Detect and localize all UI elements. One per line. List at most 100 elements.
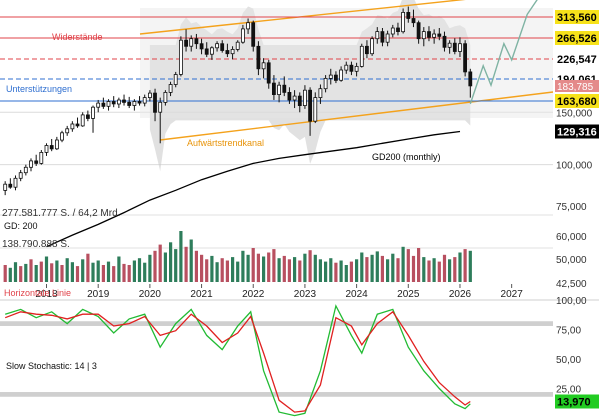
- channel-label: Aufwärtstrendkanal: [187, 138, 264, 148]
- candle-body: [147, 92, 152, 98]
- volume-bar: [86, 253, 90, 283]
- candle-body: [204, 48, 209, 55]
- volume-bar: [355, 259, 359, 282]
- volume-bar: [50, 263, 54, 282]
- candle-body: [370, 38, 375, 55]
- volume-bar: [96, 260, 100, 282]
- volume-bar: [112, 266, 116, 282]
- candle-body: [235, 41, 240, 50]
- volume-bar: [463, 249, 467, 282]
- x-tick-label: 2024: [345, 289, 368, 300]
- overbought-band: [0, 321, 553, 326]
- volume-bar: [215, 262, 219, 282]
- volume-bar: [365, 257, 369, 282]
- volume-bar: [458, 252, 462, 282]
- volume-bar: [308, 250, 312, 282]
- stochastic-d-line: [4, 310, 471, 413]
- volume-bar: [65, 258, 69, 282]
- candle-body: [266, 62, 271, 84]
- candle-body: [359, 45, 364, 67]
- volume-bar: [334, 262, 338, 282]
- volume-bar: [122, 263, 126, 282]
- trend-channel: [139, 0, 554, 141]
- candle-body: [70, 123, 75, 130]
- volume-bar: [417, 248, 421, 282]
- candle-body: [80, 114, 85, 127]
- volume-bar: [101, 265, 105, 282]
- volume-bar: [91, 262, 95, 282]
- volume-bar: [44, 256, 49, 282]
- volume-bar: [324, 261, 328, 282]
- candle-body: [44, 145, 49, 153]
- volume-bar: [380, 255, 384, 282]
- candle-body: [261, 62, 266, 70]
- candle-body: [333, 74, 338, 81]
- volume-bar: [329, 258, 333, 282]
- volume-bar: [282, 255, 286, 282]
- candle-body: [375, 31, 380, 40]
- volume-bar: [231, 257, 235, 282]
- gd200-path: [46, 130, 461, 248]
- projection-line: [469, 0, 538, 105]
- candle-body: [302, 89, 307, 106]
- channel-upper-line: [139, 0, 466, 35]
- volume-bar: [153, 250, 157, 282]
- candle-body: [297, 95, 302, 106]
- volume-bar: [251, 248, 255, 282]
- candle-body: [323, 78, 328, 90]
- resistance-label: Widerstände: [52, 32, 103, 42]
- candle-body: [163, 92, 168, 103]
- candle-body: [452, 42, 457, 52]
- channel-lower-line: [159, 91, 554, 141]
- candle-body: [287, 92, 292, 101]
- volume-max-label: 277.581.777 S. / 64,2 Mrd.: [2, 208, 120, 219]
- volume-bar: [411, 255, 416, 282]
- candle-body: [313, 97, 318, 122]
- volume-bar: [169, 242, 173, 282]
- volume-bar: [220, 258, 224, 282]
- x-tick-label: 2020: [139, 289, 162, 300]
- volume-bar: [225, 260, 229, 282]
- volume-bar: [205, 259, 209, 282]
- candle-body: [406, 11, 411, 19]
- candle-body: [111, 101, 116, 105]
- volume-bar: [60, 265, 64, 282]
- candle-body: [240, 28, 245, 43]
- volume-bar: [272, 249, 276, 282]
- volume-bar: [453, 257, 457, 282]
- volume-bar: [117, 256, 121, 282]
- volume-bar: [210, 255, 214, 282]
- candle-body: [132, 101, 137, 106]
- candle-body: [318, 88, 323, 98]
- candle-body: [29, 160, 33, 168]
- volume-bar: [344, 265, 348, 282]
- volume-bar: [132, 260, 136, 282]
- stochastic-tick-label: 75,00: [556, 326, 581, 337]
- candle-body: [106, 101, 111, 107]
- candle-body: [282, 84, 287, 93]
- candle-body: [230, 49, 235, 55]
- volume-bar: [184, 246, 188, 282]
- x-tick-label: 2023: [294, 289, 317, 300]
- candle-body: [246, 22, 251, 30]
- volume-bar: [143, 262, 147, 282]
- volume-bar: [13, 262, 18, 282]
- x-tick-label: 2018: [35, 289, 58, 300]
- volume-bar: [163, 252, 167, 282]
- volume-bar: [75, 266, 80, 282]
- candle-body: [209, 47, 214, 55]
- candle-body: [117, 99, 121, 105]
- stochastic-tick-label: 100,00: [556, 296, 587, 307]
- candle-body: [158, 101, 163, 113]
- candle-body: [49, 145, 54, 150]
- candle-body: [13, 177, 18, 188]
- candle-body: [432, 33, 437, 38]
- volume-bar: [427, 260, 431, 282]
- badge-183: 183,785: [557, 82, 594, 93]
- volume-bar: [432, 258, 436, 282]
- volume-bar: [396, 258, 400, 282]
- stochastic-badge: 13,970: [557, 397, 591, 409]
- volume-bar: [24, 263, 28, 282]
- projection-path: [469, 0, 538, 105]
